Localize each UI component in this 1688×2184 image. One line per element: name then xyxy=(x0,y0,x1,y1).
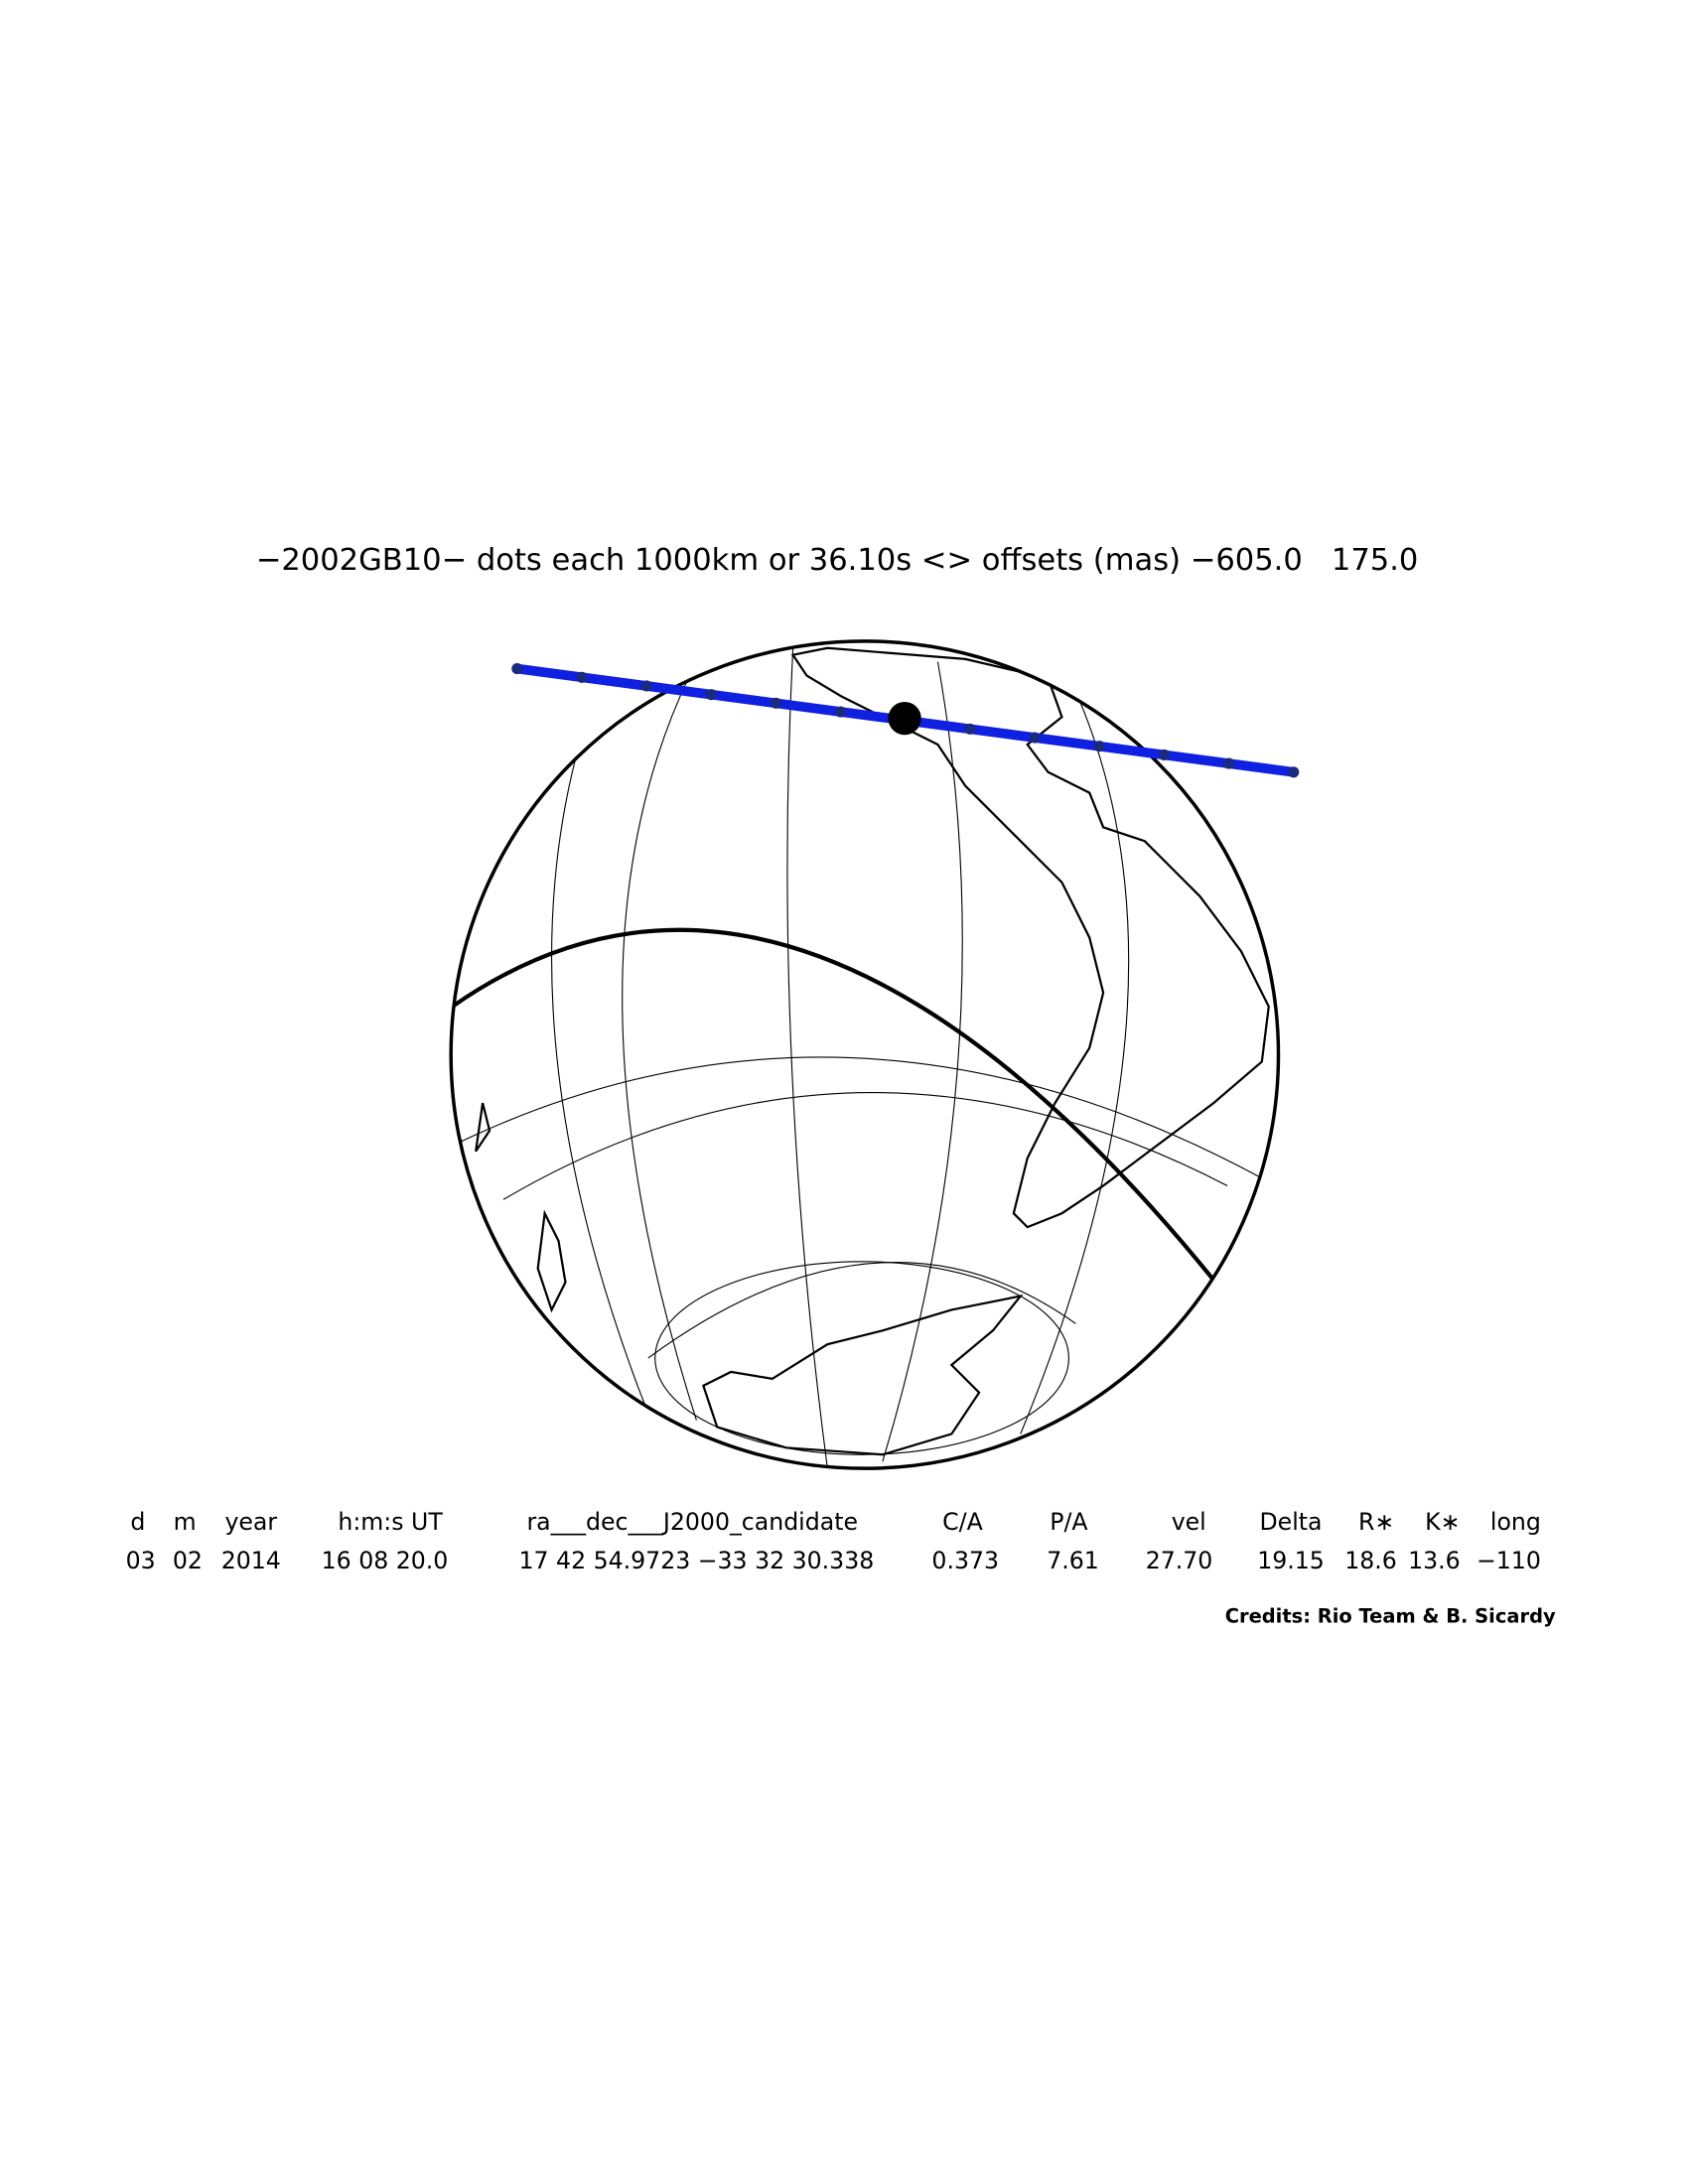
column-header: d xyxy=(130,1508,145,1536)
column-header: P/A xyxy=(1050,1508,1087,1536)
track-dots xyxy=(511,663,1300,778)
column-header: long xyxy=(1490,1508,1541,1536)
column-header: R∗ xyxy=(1358,1508,1394,1536)
track-dot xyxy=(1093,741,1105,752)
credits: Credits: Rio Team & B. Sicardy xyxy=(1225,1605,1556,1628)
column-value: 0.373 xyxy=(931,1547,999,1574)
track-dot xyxy=(770,697,782,709)
column-value: 18.6 xyxy=(1344,1547,1397,1574)
column-value: −110 xyxy=(1477,1547,1541,1574)
shadow-track xyxy=(511,663,1300,778)
map-title: −2002GB10− dots each 1000km or 36.10s <>… xyxy=(256,543,1419,578)
column-value: 16 08 20.0 xyxy=(322,1547,449,1574)
night-shading xyxy=(451,640,1207,1469)
globe-outline xyxy=(449,639,1281,1470)
event-table: d m year h:m:s UT ra___dec___J2000_candidate… xyxy=(126,1508,1541,1574)
column-value: 17 42 54.9723 −33 32 30.338 xyxy=(519,1547,875,1574)
track-dot xyxy=(1288,766,1300,778)
column-header: year xyxy=(224,1508,277,1536)
column-value: 02 xyxy=(173,1547,203,1574)
column-header: K∗ xyxy=(1425,1508,1460,1536)
equator-band xyxy=(451,927,1279,1381)
globe xyxy=(449,639,1281,1470)
graticule xyxy=(455,647,1276,1469)
closest-approach xyxy=(888,701,921,736)
column-value: 13.6 xyxy=(1408,1547,1461,1574)
column-value: 2014 xyxy=(221,1547,281,1574)
column-header: C/A xyxy=(942,1508,983,1536)
column-value: 7.61 xyxy=(1047,1547,1099,1574)
column-header: Delta xyxy=(1260,1508,1323,1536)
column-value: 27.70 xyxy=(1146,1547,1213,1574)
track-dot xyxy=(835,706,847,718)
track-dot xyxy=(1223,757,1235,769)
column-value: 19.15 xyxy=(1257,1547,1325,1574)
column-header: m xyxy=(174,1508,197,1536)
track-dot xyxy=(640,680,652,692)
track-dot xyxy=(705,689,717,701)
track-dot xyxy=(1029,732,1041,744)
column-header: h:m:s UT xyxy=(338,1508,443,1536)
track-dot xyxy=(576,671,588,683)
track-dot xyxy=(511,663,523,675)
column-value: 03 xyxy=(126,1547,156,1574)
column-header: ra___dec___J2000_candidate xyxy=(526,1508,858,1536)
track-dot xyxy=(964,723,976,735)
coastlines xyxy=(475,646,1270,1456)
column-header: vel xyxy=(1172,1508,1206,1536)
track-dot xyxy=(1158,749,1171,760)
